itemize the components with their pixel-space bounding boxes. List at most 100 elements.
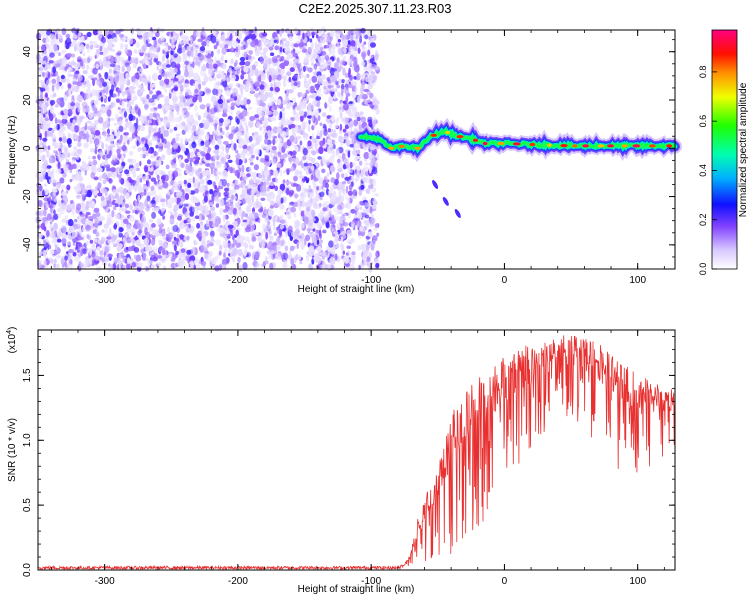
noise-blob	[242, 148, 248, 154]
noise-blob	[89, 123, 96, 127]
noise-blob	[130, 186, 137, 190]
noise-blob	[224, 248, 228, 254]
noise-blob	[218, 192, 221, 197]
noise-blob	[267, 102, 274, 106]
noise-blob	[189, 260, 195, 269]
noise-blob	[39, 250, 43, 255]
noise-blob	[95, 212, 101, 218]
noise-blob	[303, 111, 308, 117]
noise-blob	[261, 174, 266, 182]
noise-blob	[48, 113, 54, 122]
noise-blob	[274, 185, 279, 192]
noise-blob	[365, 76, 369, 83]
noise-blob	[341, 117, 346, 123]
noise-blob	[231, 243, 235, 248]
noise-blob	[315, 34, 319, 39]
noise-blob	[61, 27, 67, 36]
noise-blob	[236, 248, 243, 256]
noise-blob	[250, 56, 255, 60]
noise-blob	[308, 104, 314, 112]
noise-blob	[64, 146, 68, 154]
noise-blob	[123, 111, 128, 118]
noise-blob	[165, 45, 169, 52]
noise-blob	[266, 195, 272, 203]
noise-blob	[248, 120, 254, 128]
noise-blob	[343, 135, 349, 140]
noise-blob	[367, 231, 373, 237]
noise-blob	[275, 237, 281, 245]
noise-blob	[109, 92, 113, 98]
noise-blob	[360, 116, 367, 123]
noise-blob	[240, 75, 244, 80]
noise-blob	[192, 216, 196, 222]
noise-blob	[114, 213, 120, 220]
noise-blob	[163, 78, 170, 84]
noise-blob	[144, 227, 148, 236]
noise-blob	[194, 199, 200, 204]
noise-blob	[226, 182, 230, 187]
noise-blob	[178, 40, 185, 45]
noise-blob	[274, 36, 280, 40]
noise-blob	[211, 139, 216, 146]
noise-blob	[254, 251, 260, 259]
noise-blob	[232, 257, 236, 263]
noise-blob	[249, 156, 253, 164]
noise-blob	[308, 219, 314, 226]
noise-blob	[258, 91, 262, 95]
noise-blob	[51, 129, 55, 134]
noise-blob	[86, 83, 92, 89]
noise-blob	[327, 209, 333, 215]
noise-blob	[274, 86, 281, 93]
noise-blob	[255, 30, 259, 36]
noise-blob	[194, 178, 199, 186]
noise-blob	[183, 236, 187, 241]
noise-blob	[71, 95, 75, 99]
noise-blob	[86, 112, 89, 118]
noise-blob	[182, 206, 187, 214]
noise-blob	[239, 234, 242, 242]
noise-blob	[222, 264, 227, 268]
noise-blob	[254, 231, 259, 236]
noise-blob	[55, 142, 62, 147]
noise-blob	[112, 186, 117, 190]
noise-blob	[42, 114, 46, 118]
noise-blob	[106, 109, 112, 117]
noise-blob	[96, 91, 100, 97]
noise-blob	[294, 193, 299, 198]
noise-blob	[237, 70, 242, 74]
noise-blob	[198, 204, 204, 212]
noise-blob	[305, 66, 309, 71]
noise-blob	[334, 124, 339, 129]
noise-blob	[368, 54, 374, 59]
noise-blob	[50, 249, 55, 255]
noise-blob	[184, 225, 188, 231]
noise-blob	[72, 119, 76, 126]
noise-blob	[93, 176, 99, 181]
noise-blob	[166, 148, 173, 156]
noise-blob	[55, 169, 62, 175]
noise-blob	[289, 61, 293, 68]
noise-blob	[219, 118, 224, 123]
noise-blob	[222, 258, 228, 266]
noise-blob	[41, 72, 45, 77]
noise-blob	[64, 255, 68, 261]
noise-blob	[137, 262, 143, 268]
noise-blob	[175, 133, 181, 137]
noise-blob	[315, 203, 322, 209]
noise-blob	[101, 142, 105, 150]
noise-blob	[269, 181, 275, 186]
noise-blob	[307, 228, 311, 234]
noise-blob	[234, 31, 238, 37]
noise-blob	[194, 104, 198, 112]
noise-blob	[230, 105, 235, 111]
noise-blob	[346, 252, 349, 256]
noise-blob	[240, 93, 243, 98]
noise-blob	[351, 81, 357, 85]
noise-blob	[61, 126, 65, 130]
noise-blob	[356, 203, 361, 209]
noise-blob	[144, 199, 148, 207]
noise-blob	[165, 84, 172, 89]
noise-blob	[84, 260, 89, 265]
noise-blob	[153, 73, 157, 80]
noise-blob	[89, 239, 94, 244]
